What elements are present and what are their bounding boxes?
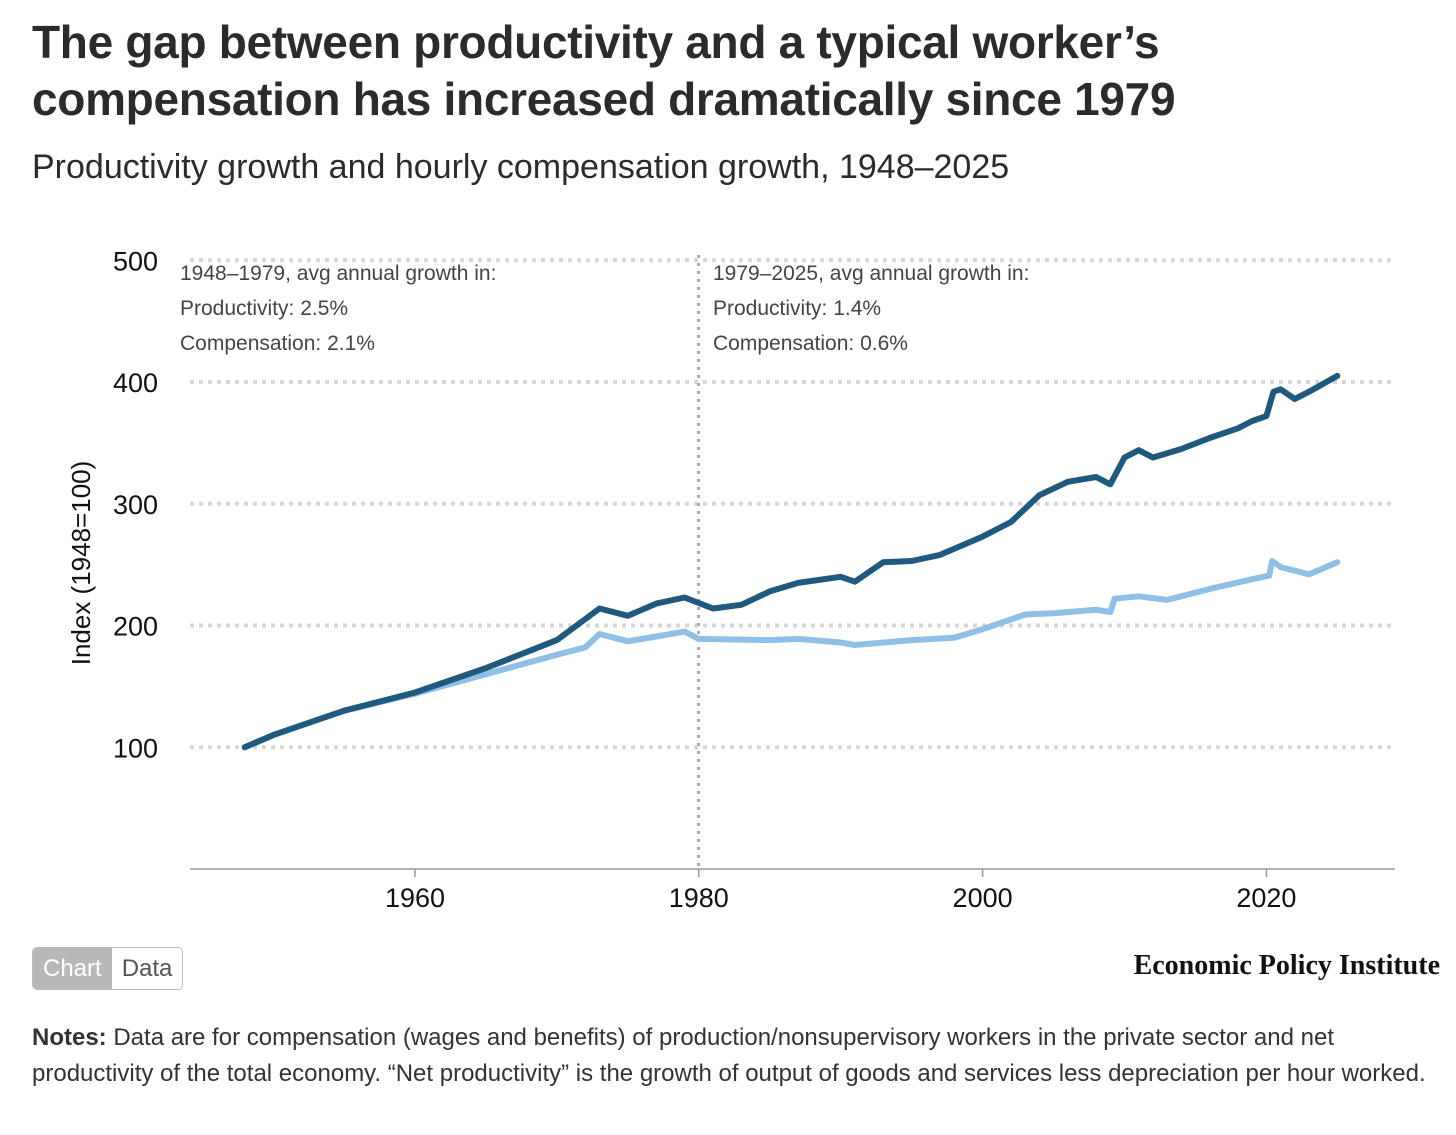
notes-label: Notes: — [32, 1024, 107, 1051]
chart-title: The gap between productivity and a typic… — [32, 16, 1176, 125]
brand-logo: Economic Policy Institute — [1133, 950, 1440, 981]
annotation-right-period: 1979–2025, avg annual growth in: — [713, 262, 1029, 285]
annotation-right-productivity: Productivity: 1.4% — [713, 297, 881, 320]
x-tick-label: 1960 — [385, 883, 445, 913]
x-tick-label: 2020 — [1236, 883, 1296, 913]
notes: Notes: Data are for compensation (wages … — [32, 1020, 1432, 1092]
y-axis-label: Index (1948=100) — [66, 461, 96, 666]
view-toggle: Chart Data — [32, 947, 184, 990]
y-tick-label: 100 — [113, 733, 158, 763]
annotation-left-period: 1948–1979, avg annual growth in: — [180, 262, 496, 285]
series-compensation — [241, 558, 1341, 751]
data-tab[interactable]: Data — [111, 948, 183, 989]
y-tick-label: 200 — [113, 612, 158, 642]
annotation-right-compensation: Compensation: 0.6% — [713, 332, 908, 355]
x-tick-label: 2000 — [953, 883, 1013, 913]
x-tick-label: 1980 — [669, 883, 729, 913]
annotation-left-compensation: Compensation: 2.1% — [180, 332, 375, 355]
y-tick-label: 300 — [113, 490, 158, 520]
y-tick-label: 400 — [113, 368, 158, 398]
series-productivity — [241, 372, 1341, 751]
notes-text: Data are for compensation (wages and ben… — [32, 1024, 1426, 1087]
line-chart: 100 200 300 400 500 1960 1980 2000 2020 Index (1… — [66, 246, 1395, 913]
chart-tab[interactable]: Chart — [33, 948, 112, 989]
y-tick-label: 500 — [113, 246, 158, 276]
annotation-left-productivity: Productivity: 2.5% — [180, 297, 348, 320]
chart-subtitle: Productivity growth and hourly compensat… — [32, 148, 1010, 186]
